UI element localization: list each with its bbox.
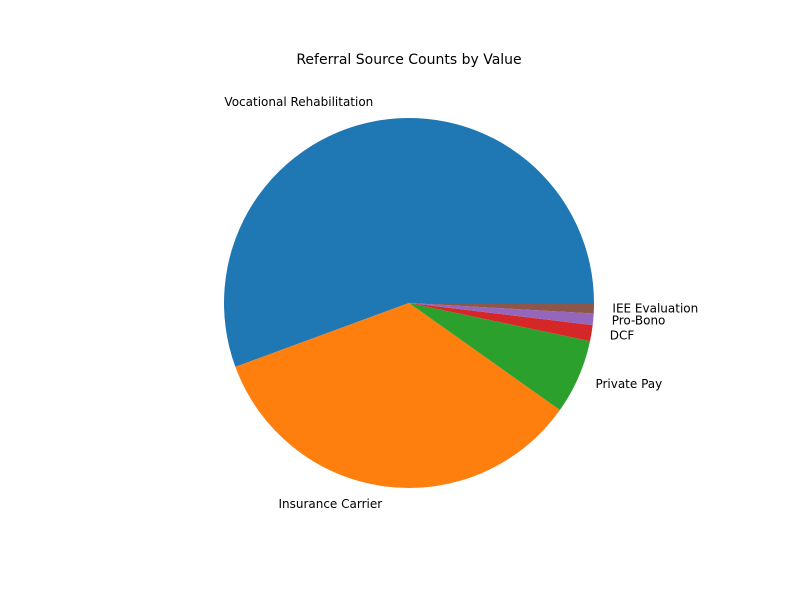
slice-label-private-pay: Private Pay bbox=[595, 377, 662, 391]
pie-slice-pro-bono bbox=[409, 303, 594, 326]
pie-slice-iee-evaluation bbox=[409, 303, 594, 314]
pie-slice-labels: Vocational Rehabilitation Insurance Carri… bbox=[224, 95, 698, 511]
pie-slice-private-pay bbox=[409, 303, 591, 411]
pie-slices bbox=[224, 118, 594, 488]
slice-label-insurance-carrier: Insurance Carrier bbox=[278, 497, 382, 511]
slice-label-pro-bono: Pro-Bono bbox=[612, 313, 666, 327]
chart-title: Referral Source Counts by Value bbox=[296, 52, 521, 68]
slice-label-iee-evaluation: IEE Evaluation bbox=[612, 301, 698, 315]
pie-slice-vocational-rehabilitation bbox=[224, 118, 594, 367]
slice-label-dcf: DCF bbox=[610, 329, 635, 343]
pie-slice-insurance-carrier bbox=[235, 303, 560, 488]
slice-label-vocational-rehabilitation: Vocational Rehabilitation bbox=[224, 95, 373, 109]
pie-slice-dcf bbox=[409, 303, 593, 342]
